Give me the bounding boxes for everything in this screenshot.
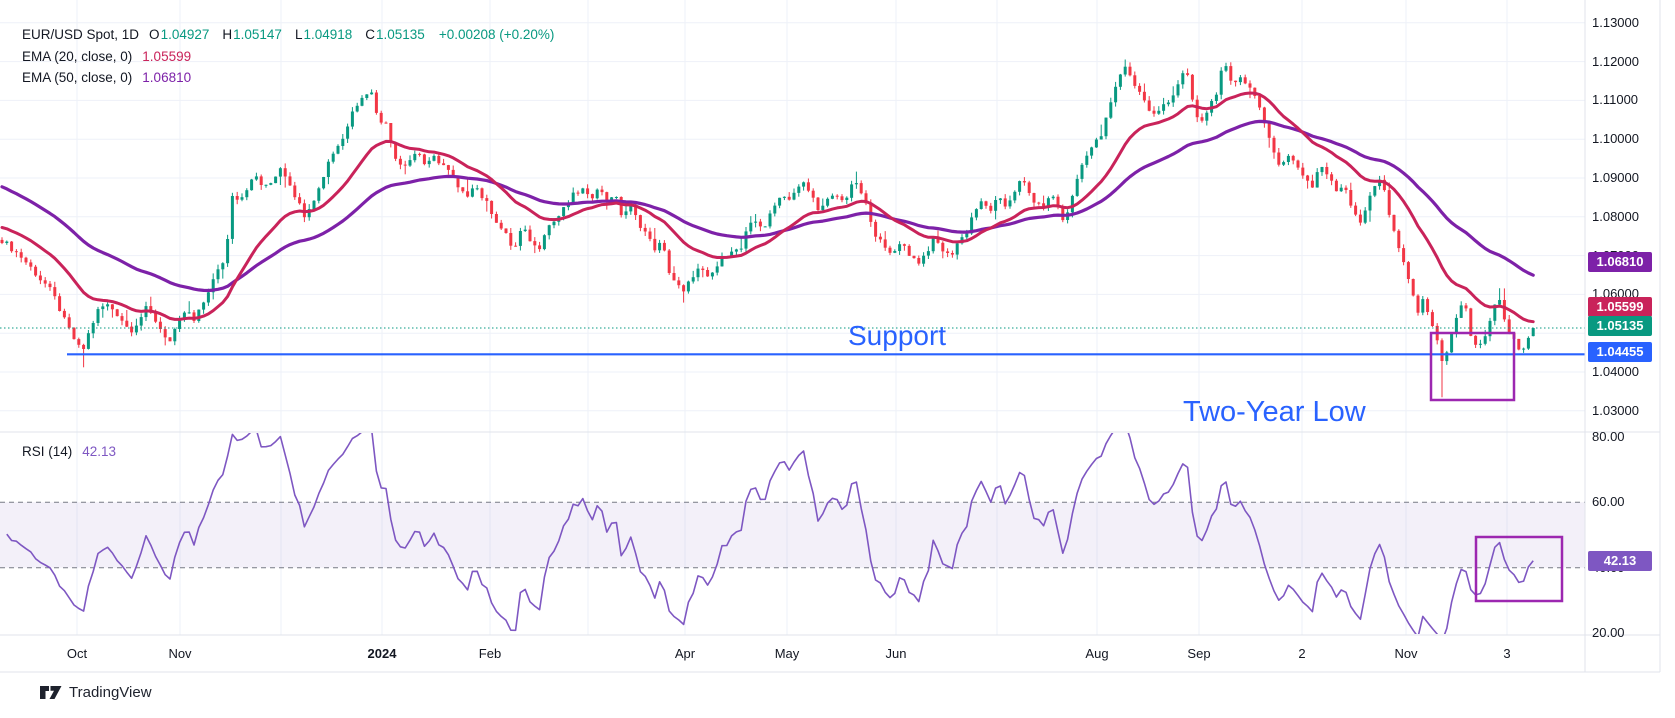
time-axis-label: 2024 bbox=[367, 646, 397, 661]
ohlc-value: 1.05147 bbox=[233, 27, 282, 42]
rsi-legend-row[interactable]: RSI (14) 42.13 bbox=[22, 443, 116, 461]
time-axis-label: 3 bbox=[1503, 646, 1511, 661]
price-axis-label: 1.13000 bbox=[1592, 14, 1639, 30]
price-axis-label: 1.12000 bbox=[1592, 53, 1639, 69]
support-annotation-text[interactable]: Support bbox=[848, 320, 947, 351]
time-axis-label: Nov bbox=[1394, 646, 1418, 661]
rsi-band bbox=[0, 502, 1585, 568]
ohlc-pair: H 1.05147 bbox=[222, 26, 282, 44]
time-axis-label: Nov bbox=[168, 646, 192, 661]
pane-borders bbox=[0, 0, 1661, 673]
tradingview-logo[interactable]: TradingView bbox=[40, 684, 152, 701]
time-axis-label: May bbox=[774, 646, 800, 661]
ema50-line bbox=[0, 119, 1535, 293]
rsi-label: RSI (14) bbox=[22, 444, 73, 459]
time-axis-label: Apr bbox=[674, 646, 696, 661]
rsi-value: 42.13 bbox=[82, 444, 117, 459]
tradingview-logo-icon bbox=[40, 686, 62, 699]
price-axis-label: 1.10000 bbox=[1592, 131, 1639, 147]
time-axis-label: Aug bbox=[1085, 646, 1109, 661]
ohlc-values: O 1.04927 H 1.05147 L 1.04918 C 1.05135 bbox=[149, 26, 429, 44]
ema50-label: EMA (50, close, 0) bbox=[22, 70, 133, 85]
ema20-label: EMA (20, close, 0) bbox=[22, 49, 133, 64]
time-axis-label: Jun bbox=[885, 646, 907, 661]
ohlc-value: 1.05135 bbox=[376, 27, 425, 42]
price-axis-label: 1.04000 bbox=[1592, 364, 1639, 379]
symbol-title: EUR/USD Spot, 1D bbox=[22, 27, 140, 42]
symbol-legend-row[interactable]: EUR/USD Spot, 1D O 1.04927 H 1.05147 L 1.0491… bbox=[22, 26, 554, 44]
price-tag: 1.05599 bbox=[1588, 297, 1652, 317]
ohlc-letter: H bbox=[222, 27, 233, 42]
rsi-highlight-rectangle[interactable] bbox=[1474, 535, 1564, 603]
time-axis-label: Sep bbox=[1187, 646, 1211, 661]
time-axis-label: 2 bbox=[1298, 646, 1306, 661]
price-axis-label: 1.09000 bbox=[1592, 170, 1639, 185]
candlestick-series bbox=[0, 59, 1535, 398]
ema20-value: 1.05599 bbox=[142, 49, 192, 64]
ohlc-letter: C bbox=[365, 27, 376, 42]
change-value: +0.00208 (+0.20%) bbox=[438, 27, 555, 42]
price-tag: 1.05135 bbox=[1588, 316, 1652, 336]
rsi-value-tag: 42.13 bbox=[1588, 550, 1652, 571]
rsi-axis-label: 60.00 bbox=[1592, 494, 1625, 510]
rsi-line bbox=[6, 433, 1534, 634]
time-axis-label: Feb bbox=[478, 646, 502, 661]
price-axis-label: 1.11000 bbox=[1592, 92, 1639, 108]
ohlc-pair: O 1.04927 bbox=[149, 26, 209, 44]
price-tag: 1.04455 bbox=[1588, 342, 1652, 362]
ema50-value: 1.06810 bbox=[142, 70, 192, 85]
ema20-legend-row[interactable]: EMA (20, close, 0) 1.05599 bbox=[22, 48, 191, 66]
time-axis-label: Oct bbox=[66, 646, 88, 661]
ohlc-value: 1.04918 bbox=[303, 27, 353, 42]
ohlc-pair: C 1.05135 bbox=[365, 26, 425, 44]
gridlines bbox=[0, 0, 1585, 635]
ema50-legend-row[interactable]: EMA (50, close, 0) 1.06810 bbox=[22, 69, 191, 87]
ohlc-value: 1.04927 bbox=[160, 27, 210, 42]
rsi-axis-label: 80.00 bbox=[1592, 429, 1625, 444]
ema20-line bbox=[0, 91, 1535, 324]
ohlc-letter: O bbox=[149, 27, 160, 42]
two-year-low-rectangle[interactable] bbox=[1429, 331, 1516, 402]
ohlc-letter: L bbox=[294, 27, 303, 42]
price-axis-label: 1.03000 bbox=[1592, 402, 1639, 418]
price-axis-label: 1.08000 bbox=[1592, 208, 1639, 224]
rsi-axis-label: 20.00 bbox=[1592, 625, 1625, 640]
price-tag: 1.06810 bbox=[1588, 252, 1652, 272]
two-year-low-annotation-text[interactable]: Two-Year Low bbox=[1183, 396, 1366, 428]
ohlc-pair: L 1.04918 bbox=[295, 26, 352, 44]
tradingview-logo-text: TradingView bbox=[69, 684, 152, 701]
